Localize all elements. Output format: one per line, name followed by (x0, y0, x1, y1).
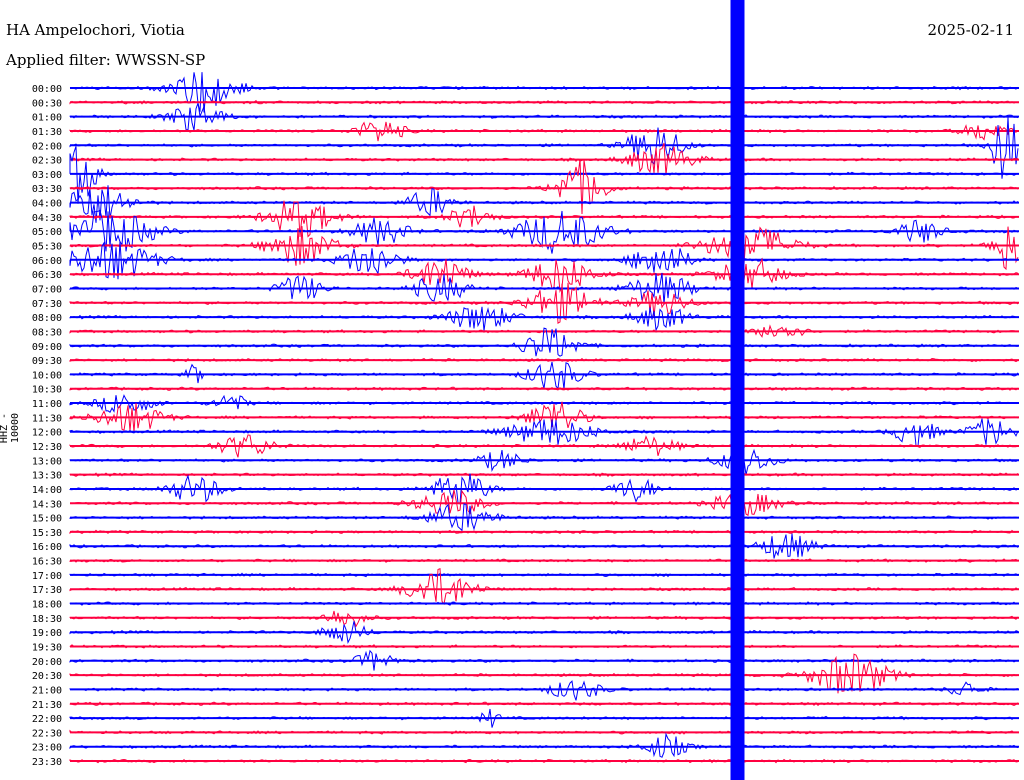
time-label: 13:30 (32, 471, 62, 482)
time-label: 18:00 (32, 600, 62, 611)
saturated-band (730, 0, 745, 780)
time-label: 12:30 (32, 442, 62, 453)
seismic-trace (69, 117, 1019, 179)
time-label: 13:00 (32, 456, 62, 467)
time-label: 15:30 (32, 528, 62, 539)
time-label: 02:30 (32, 156, 62, 167)
time-label: 06:30 (32, 270, 62, 281)
time-label: 00:30 (32, 98, 62, 109)
time-label: 21:30 (32, 700, 62, 711)
seismic-trace (69, 146, 1019, 204)
time-label: 14:00 (32, 485, 62, 496)
time-label: 10:30 (32, 385, 62, 396)
date-label: 2025-02-11 (927, 21, 1014, 39)
time-label: 22:30 (32, 728, 62, 739)
time-label: 06:00 (32, 256, 62, 267)
time-label: 09:00 (32, 342, 62, 353)
seismic-trace (69, 158, 1019, 215)
time-label: 17:30 (32, 585, 62, 596)
time-label: 04:30 (32, 213, 62, 224)
time-label: 07:00 (32, 285, 62, 296)
seismic-trace (69, 72, 1019, 113)
time-label: 19:30 (32, 643, 62, 654)
station-title: HA Ampelochori, Viotia (6, 21, 185, 39)
time-label: 09:30 (32, 356, 62, 367)
time-label: 07:30 (32, 299, 62, 310)
time-label: 15:00 (32, 514, 62, 525)
time-label: 04:00 (32, 199, 62, 210)
time-label: 08:30 (32, 327, 62, 338)
time-label: 19:00 (32, 628, 62, 639)
time-label: 03:00 (32, 170, 62, 181)
time-label: 01:30 (32, 127, 62, 138)
time-label: 17:00 (32, 571, 62, 582)
time-label: 16:00 (32, 542, 62, 553)
time-label: 00:00 (32, 84, 62, 95)
time-label: 02:00 (32, 141, 62, 152)
time-label: 18:30 (32, 614, 62, 625)
time-label: 05:30 (32, 242, 62, 253)
time-label: 11:30 (32, 413, 62, 424)
time-label: 20:30 (32, 671, 62, 682)
seismic-trace (69, 361, 1019, 390)
time-label: 23:30 (32, 757, 62, 768)
time-label: 11:00 (32, 399, 62, 410)
time-label: 03:30 (32, 184, 62, 195)
time-label: 21:00 (32, 685, 62, 696)
time-label: 05:00 (32, 227, 62, 238)
time-label: 12:00 (32, 428, 62, 439)
time-label: 20:00 (32, 657, 62, 668)
seismic-trace (69, 680, 1019, 701)
time-label: 22:00 (32, 714, 62, 725)
time-label: 23:00 (32, 743, 62, 754)
time-label: 14:30 (32, 499, 62, 510)
seismic-trace (69, 306, 1018, 332)
time-label: 16:30 (32, 557, 62, 568)
filter-label: Applied filter: WWSSN-SP (6, 51, 206, 69)
time-label: 01:00 (32, 113, 62, 124)
time-label: 08:00 (32, 313, 62, 324)
time-label: 10:00 (32, 370, 62, 381)
